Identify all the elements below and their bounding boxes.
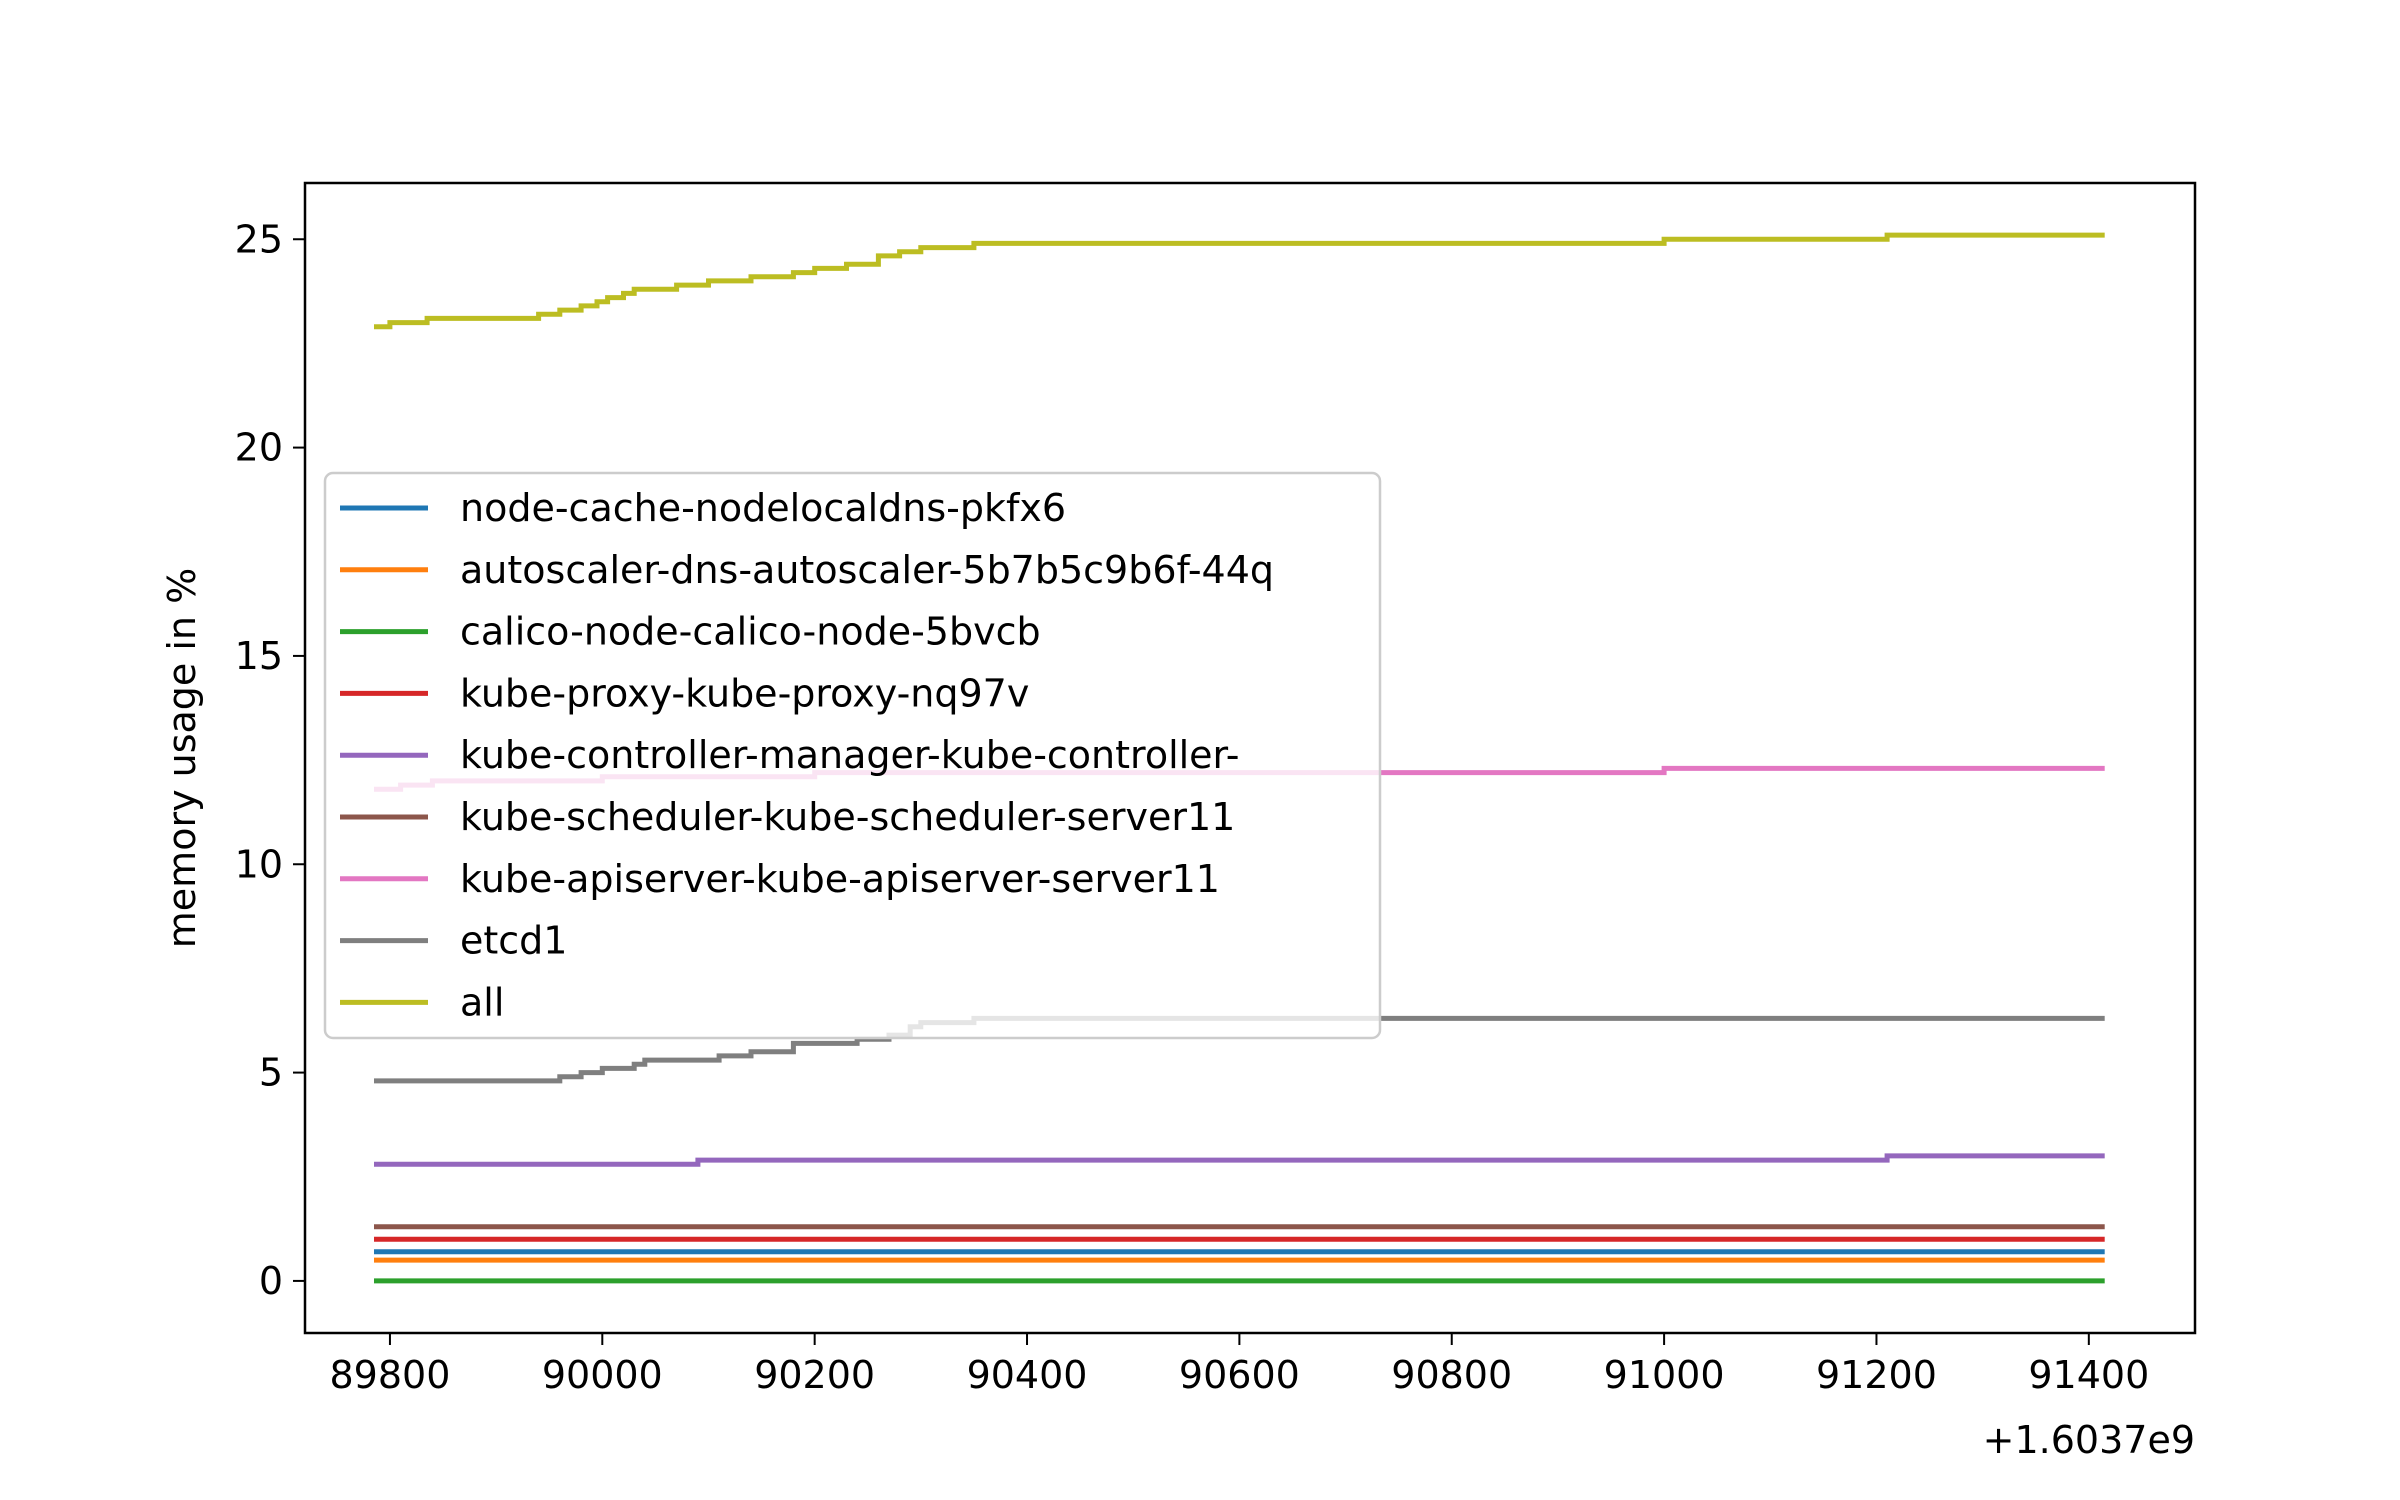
y-tick-label: 15 <box>235 634 283 678</box>
y-tick-label: 10 <box>235 842 283 886</box>
x-tick-label: 90400 <box>967 1353 1088 1397</box>
legend-label-2: calico-node-calico-node-5bvcb <box>460 610 1041 654</box>
x-tick-label: 91400 <box>2028 1353 2149 1397</box>
x-tick-label: 90000 <box>542 1353 663 1397</box>
legend: node-cache-nodelocaldns-pkfx6 autoscaler-… <box>323 471 1382 1040</box>
legend-label-1: autoscaler-dns-autoscaler-5b7b5c9b6f-44q <box>460 548 1274 592</box>
y-axis: 0 5 10 15 20 25 <box>235 217 305 1303</box>
series-line-8 <box>374 232 2105 330</box>
y-axis-label: memory usage in % <box>160 568 204 948</box>
legend-frame <box>323 471 1382 1040</box>
legend-label-3: kube-proxy-kube-proxy-nq97v <box>460 671 1029 715</box>
x-axis: 89800 90000 90200 90400 90600 90800 91000 91200… <box>329 1333 2149 1397</box>
x-tick-label: 90800 <box>1391 1353 1512 1397</box>
series-line-4 <box>374 1153 2105 1167</box>
legend-label-6: kube-apiserver-kube-apiserver-server11 <box>460 857 1220 901</box>
x-tick-label: 90600 <box>1179 1353 1300 1397</box>
legend-label-7: etcd1 <box>460 919 567 963</box>
x-axis-offset-label: +1.6037e9 <box>1983 1418 2195 1462</box>
legend-label-0: node-cache-nodelocaldns-pkfx6 <box>460 486 1066 530</box>
y-tick-label: 0 <box>259 1259 283 1303</box>
x-tick-label: 91200 <box>1816 1353 1937 1397</box>
y-tick-label: 5 <box>259 1051 283 1095</box>
legend-label-5: kube-scheduler-kube-scheduler-server11 <box>460 795 1235 839</box>
legend-label-8: all <box>460 980 504 1024</box>
legend-label-4: kube-controller-manager-kube-controller- <box>460 733 1239 777</box>
x-tick-label: 90200 <box>754 1353 875 1397</box>
y-tick-label: 25 <box>235 217 283 261</box>
y-tick-label: 20 <box>235 426 283 470</box>
series-layer <box>374 232 2105 1284</box>
x-tick-label: 89800 <box>329 1353 450 1397</box>
plot-area-frame <box>303 181 2197 1335</box>
x-tick-label: 91000 <box>1604 1353 1725 1397</box>
